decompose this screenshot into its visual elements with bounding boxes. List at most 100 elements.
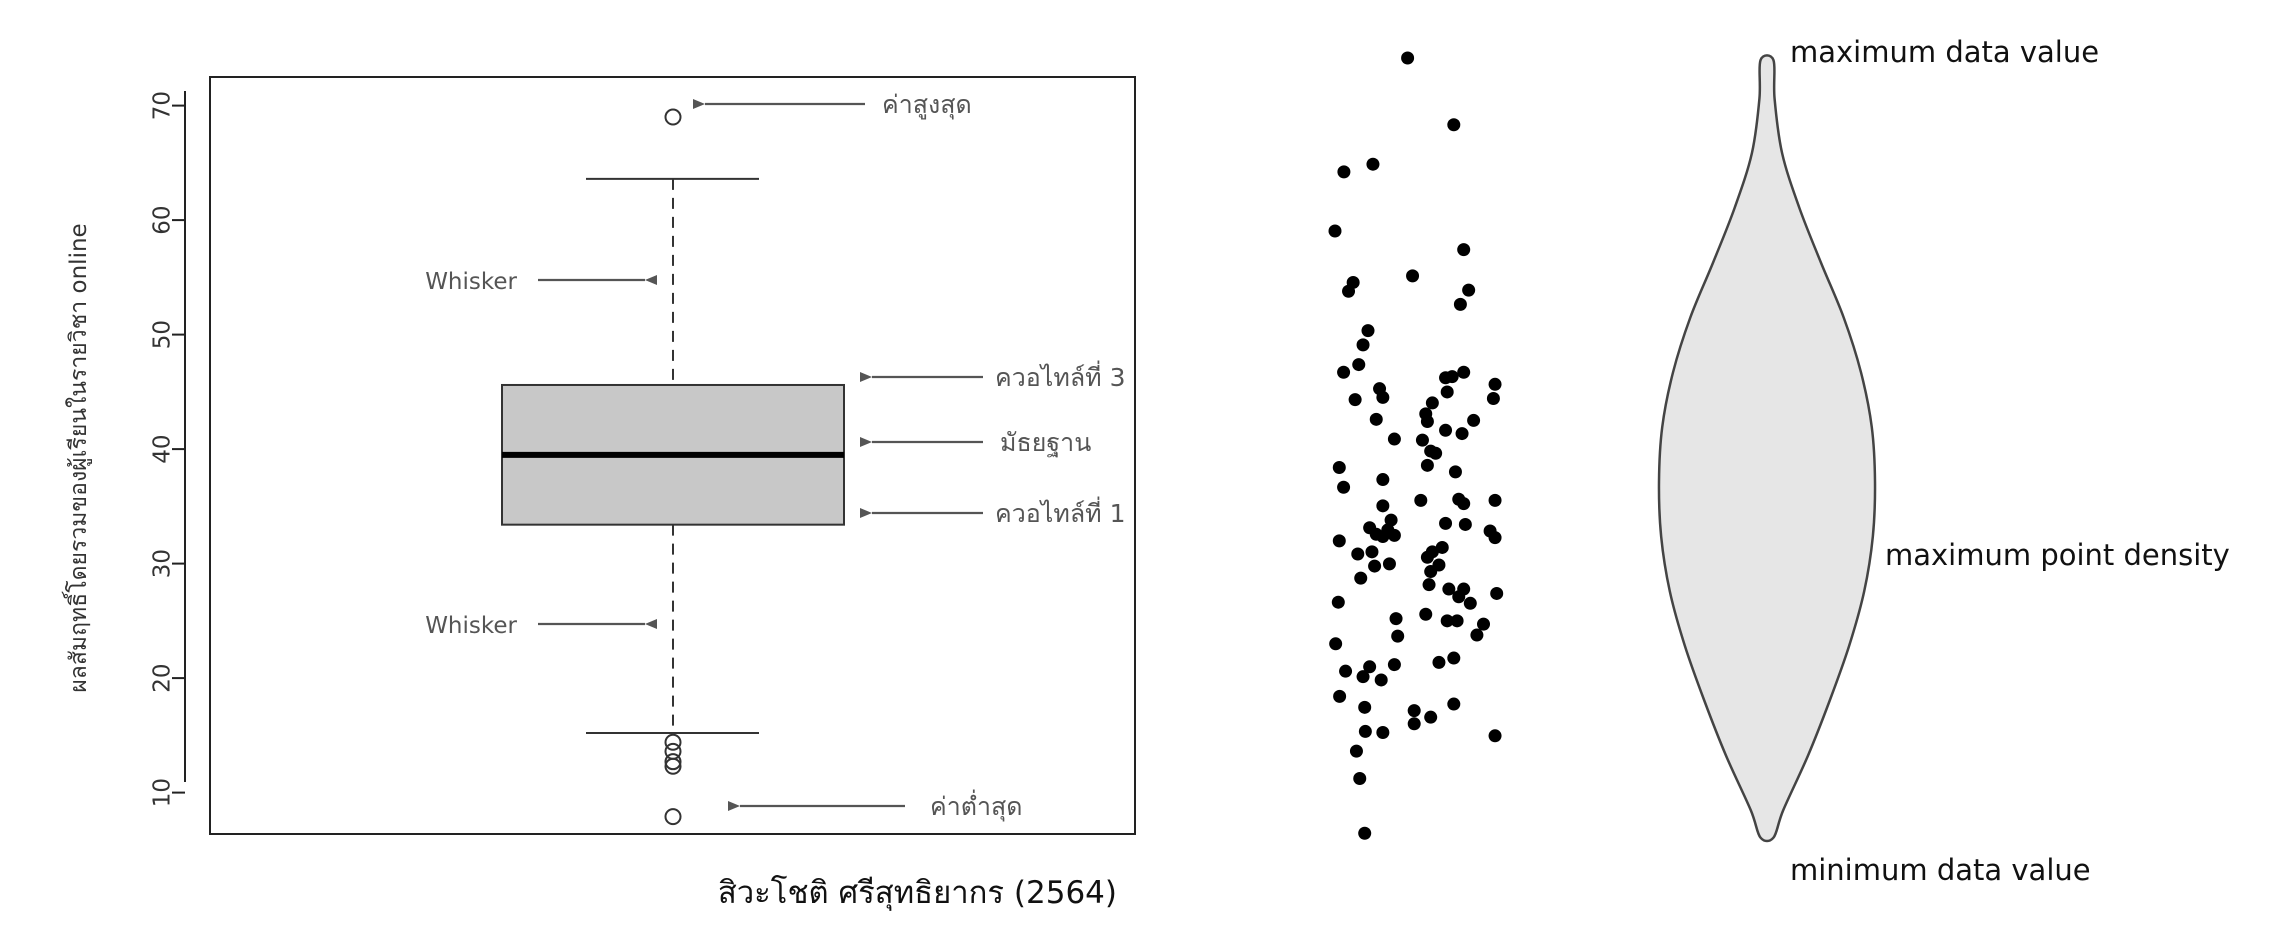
scatter-point — [1376, 473, 1390, 487]
scatter-point — [1414, 493, 1428, 507]
scatter-point — [1333, 689, 1347, 703]
violin-density-label: maximum point density — [1885, 538, 2230, 572]
scatter-point — [1349, 744, 1363, 758]
scatter-point — [1353, 771, 1367, 785]
scatter-point — [1442, 582, 1456, 596]
scatter-point — [1348, 393, 1362, 407]
scatter-point — [1358, 826, 1372, 840]
scatter-point — [1351, 547, 1365, 561]
y-tick-label: 50 — [150, 320, 176, 349]
y-tick-label: 60 — [150, 205, 176, 234]
q3-annotation: ควอไทล์ที่ 3 — [995, 360, 1125, 392]
scatter-point — [1356, 670, 1370, 684]
scatter-point — [1368, 559, 1382, 573]
scatter-point — [1450, 614, 1464, 628]
outlier-point — [664, 808, 682, 826]
scatter-point — [1328, 224, 1342, 238]
violin-panel: maximum data value maximum point density… — [1657, 35, 2230, 887]
scatter-point — [1458, 517, 1472, 531]
violin-min-label: minimum data value — [1790, 853, 2091, 887]
scatter-point — [1369, 412, 1383, 426]
scatter-point — [1486, 392, 1500, 406]
whisker-upper-annotation: Whisker — [425, 269, 517, 295]
y-tick-label: 30 — [150, 549, 176, 578]
scatter-point — [1407, 717, 1421, 731]
scatter-point — [1374, 673, 1388, 687]
scatter-point — [1420, 415, 1434, 429]
scatter-point — [1429, 446, 1443, 460]
scatter-point — [1363, 660, 1377, 674]
scatter-point — [1457, 365, 1471, 379]
scatter-point — [1415, 433, 1429, 447]
boxplot-panel: 10 20 30 40 50 60 70 ผลสัมฤทธิ์โดยรวมของผู้เรี… — [61, 76, 1136, 912]
scatter-point — [1361, 324, 1375, 338]
scatter-point — [1425, 396, 1439, 410]
scatter-point — [1384, 513, 1398, 527]
scatter-point — [1376, 499, 1390, 513]
scatter-point — [1352, 358, 1366, 372]
min-annotation: ค่าต่ำสุด — [930, 789, 1023, 822]
scatter-point — [1382, 557, 1396, 571]
y-tick-label: 20 — [150, 663, 176, 692]
scatter-points — [1328, 51, 1504, 840]
scatter-point — [1447, 118, 1461, 132]
scatter-point — [1488, 729, 1502, 743]
scatter-point — [1447, 697, 1461, 711]
scatter-point — [1337, 165, 1351, 179]
scatter-point — [1448, 465, 1462, 479]
scatter-point — [1420, 458, 1434, 472]
scatter-point — [1467, 413, 1481, 427]
scatter-point — [1420, 550, 1434, 564]
scatter-point — [1453, 297, 1467, 311]
scatter-point — [1432, 655, 1446, 669]
scatter-point — [1488, 531, 1502, 545]
scatter-point — [1387, 432, 1401, 446]
outlier-point — [664, 733, 682, 751]
scatter-point — [1477, 617, 1490, 631]
scatter-point — [1455, 427, 1469, 441]
y-tick-label: 40 — [150, 434, 176, 463]
scatter-point — [1332, 461, 1346, 475]
credit-text: สิวะโชติ ศรีสุทธิยากร (2564) — [718, 875, 1117, 912]
scatter-point — [1457, 497, 1471, 511]
outlier-point — [664, 108, 682, 126]
scatter-point — [1339, 664, 1353, 678]
scatter-point — [1419, 607, 1433, 621]
scatter-point — [1401, 51, 1415, 65]
scatter-point — [1389, 612, 1403, 626]
scatter-point — [1365, 545, 1379, 559]
scatter-point — [1470, 628, 1484, 642]
scatter-point — [1376, 390, 1390, 404]
scatter-point — [1488, 493, 1502, 507]
max-annotation: ค่าสูงสุด — [882, 90, 972, 120]
scatter-point — [1342, 284, 1356, 298]
scatter-point — [1329, 637, 1343, 651]
scatter-point — [1358, 700, 1372, 714]
scatter-point — [1490, 586, 1504, 600]
scatter-point — [1354, 571, 1368, 585]
scatter-point — [1356, 338, 1370, 352]
scatter-point — [1488, 377, 1502, 391]
y-axis: 10 20 30 40 50 60 70 — [150, 91, 186, 807]
violin-shape — [1657, 54, 1877, 843]
outlier-point — [664, 757, 682, 775]
scatter-point — [1463, 596, 1477, 610]
scatter-point — [1391, 629, 1405, 643]
y-tick-label: 10 — [150, 778, 176, 807]
scatter-point — [1376, 726, 1390, 740]
scatter-point — [1439, 516, 1453, 530]
plot-frame — [209, 76, 1136, 835]
outlier-point — [664, 753, 682, 771]
scatter-point — [1407, 704, 1421, 718]
whisker-lower-annotation: Whisker — [425, 613, 517, 639]
scatter-point — [1332, 534, 1346, 548]
y-axis-label: ผลสัมฤทธิ์โดยรวมของผู้เรียนในรายวิชา onl… — [61, 223, 92, 692]
scatter-point — [1447, 651, 1461, 665]
scatter-point — [1387, 528, 1401, 542]
box-elements — [501, 108, 845, 826]
scatter-point — [1422, 578, 1436, 592]
scatter-point — [1439, 371, 1453, 385]
scatter-point — [1406, 269, 1420, 283]
scatter-point — [1337, 480, 1351, 494]
